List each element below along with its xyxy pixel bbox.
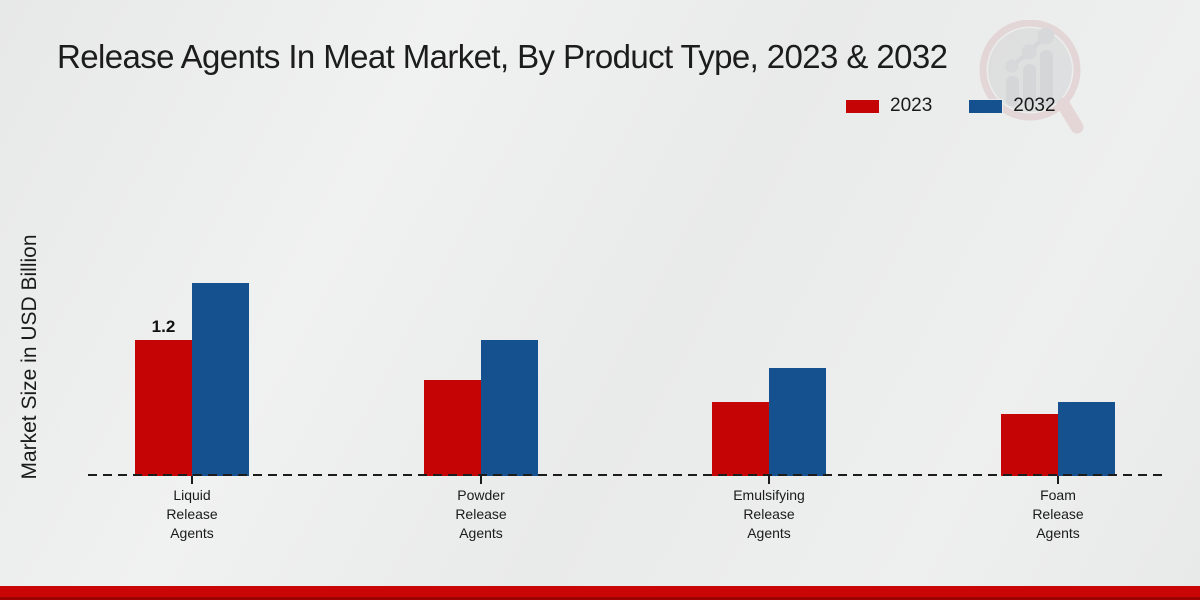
category-label-powder-release-agents: Powder Release Agents xyxy=(455,487,507,541)
legend-swatch-2023 xyxy=(845,98,880,114)
x-tick-foam-release-agents xyxy=(1057,476,1059,484)
plot-area: 1.2 xyxy=(88,260,1165,476)
legend-item-2032: 2032 xyxy=(968,95,1056,117)
x-axis-line xyxy=(88,474,1165,476)
x-tick-liquid-release-agents xyxy=(191,476,193,484)
bar-2023-emulsifying-release-agents xyxy=(712,402,769,476)
bar-value-label: 1.2 xyxy=(151,317,176,336)
x-axis-labels: Liquid Release Agents Powder Release Agen… xyxy=(88,476,1165,566)
bar-2032-powder-release-agents xyxy=(481,340,538,476)
chart-legend: 2023 2032 xyxy=(845,95,1056,117)
bar-2023-liquid-release-agents xyxy=(135,340,192,476)
bar-2023-powder-release-agents xyxy=(424,380,481,476)
x-tick-powder-release-agents xyxy=(480,476,482,484)
category-label-foam-release-agents: Foam Release Agents xyxy=(1032,487,1084,541)
bar-2032-foam-release-agents xyxy=(1058,402,1115,476)
y-axis-label: Market Size in USD Billion xyxy=(18,234,41,480)
legend-swatch-2032 xyxy=(968,98,1004,114)
category-label-emulsifying-release-agents: Emulsifying Release Agents xyxy=(733,487,805,541)
bar-2032-emulsifying-release-agents xyxy=(769,368,826,476)
category-label-liquid-release-agents: Liquid Release Agents xyxy=(166,487,218,541)
bar-2023-foam-release-agents xyxy=(1001,414,1058,476)
x-tick-emulsifying-release-agents xyxy=(768,476,770,484)
chart-title: Release Agents In Meat Market, By Produc… xyxy=(57,38,948,75)
market-research-future-logo-watermark-icon xyxy=(979,20,1084,134)
footer-accent-bar xyxy=(0,586,1200,600)
legend-label-2023: 2023 xyxy=(890,95,933,116)
legend-label-2032: 2032 xyxy=(1013,95,1056,116)
bar-2032-liquid-release-agents xyxy=(192,283,249,476)
legend-item-2023: 2023 xyxy=(845,95,932,117)
